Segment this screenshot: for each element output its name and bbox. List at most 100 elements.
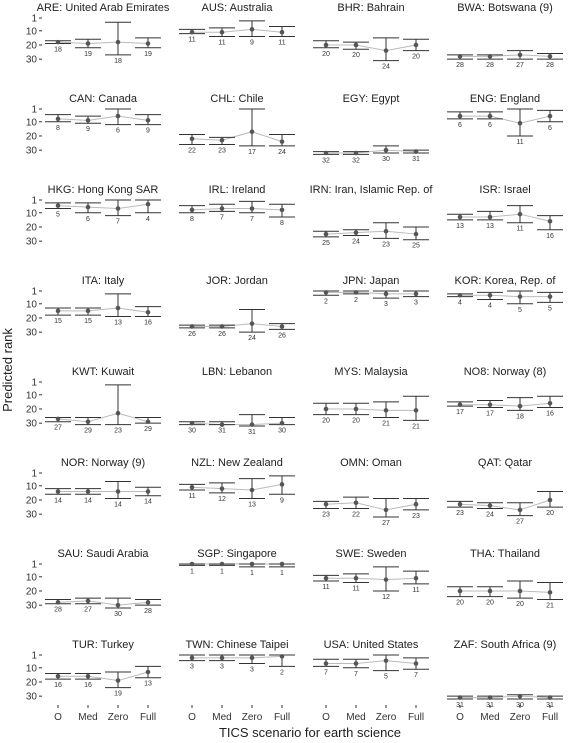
rank-label: 5 (518, 307, 522, 314)
y-tick-label: 20 (26, 404, 38, 415)
rank-label: 7 (354, 671, 358, 678)
rank-label: 27 (54, 425, 62, 432)
rank-label: 27 (516, 62, 524, 69)
rank-label: 15 (54, 318, 62, 325)
rank-point (249, 129, 255, 135)
rank-point (85, 673, 91, 679)
y-tick-label: 1 (31, 560, 37, 571)
rank-point (383, 228, 389, 234)
rank-label: 18 (114, 58, 122, 65)
connector-line (326, 44, 417, 52)
rank-point (189, 655, 195, 661)
panel-title: JPN: Japan (343, 275, 400, 287)
rank-point (279, 654, 285, 659)
connector-line (192, 28, 283, 33)
rank-label: 28 (54, 607, 62, 614)
rank-label: 16 (546, 233, 554, 240)
rank-label: 29 (84, 428, 92, 435)
rank-point (115, 206, 121, 211)
rank-point (383, 291, 389, 297)
connector-line (58, 671, 149, 682)
panel-title: KOR: Korea, Rep. of (455, 275, 557, 287)
rank-point (145, 41, 151, 46)
rank-point (219, 324, 225, 329)
rank-point (547, 54, 553, 59)
y-tick-label: 30 (26, 237, 38, 248)
rank-point (323, 406, 329, 412)
rank-point (55, 416, 61, 422)
x-tick-label: Full (140, 712, 156, 723)
rank-point (219, 29, 225, 35)
rank-point (457, 292, 463, 298)
rank-label: 20 (486, 600, 494, 607)
panel-title: SWE: Sweden (336, 548, 407, 560)
rank-point (547, 497, 553, 503)
connector-line (192, 323, 283, 327)
rank-label: 23 (456, 510, 464, 517)
rank-point (383, 658, 389, 663)
panel-title: NOR: Norway (9) (61, 457, 145, 469)
rank-label: 3 (190, 664, 194, 671)
y-tick-label: 30 (26, 328, 38, 339)
y-tick-label: 20 (26, 40, 38, 51)
rank-point (219, 561, 225, 567)
rank-label: 11 (188, 493, 195, 500)
x-tick-label: Zero (376, 712, 397, 723)
rank-label: 20 (456, 600, 464, 607)
rank-point (457, 402, 463, 408)
panel-title: BHR: Bahrain (337, 2, 404, 14)
y-tick-label: 30 (26, 419, 38, 430)
rank-label: 2 (354, 297, 358, 304)
rank-label: 11 (352, 585, 359, 592)
rank-point (85, 204, 91, 210)
y-tick-label: 20 (26, 222, 38, 233)
y-tick-label: 30 (26, 601, 38, 612)
rank-point (85, 118, 91, 123)
rank-label: 26 (278, 332, 286, 339)
rank-label: 28 (546, 62, 554, 69)
rank-point (457, 54, 463, 59)
rank-point (249, 422, 255, 427)
connector-line (57, 41, 149, 45)
rank-point (517, 403, 523, 409)
rank-point (323, 501, 329, 507)
rank-label: 20 (546, 510, 554, 517)
rank-label: 4 (458, 300, 462, 307)
y-tick-label: 30 (26, 692, 38, 703)
rank-label: 6 (116, 128, 120, 135)
rank-point (55, 308, 61, 314)
panel-title: THA: Thailand (470, 548, 540, 560)
panel-title: EGY: Egypt (343, 93, 400, 105)
rank-label: 30 (382, 156, 390, 163)
rank-label: 11 (516, 139, 523, 146)
rank-label: 3 (220, 664, 224, 671)
rank-point (249, 561, 255, 567)
connector-line (460, 213, 551, 222)
connector-line (57, 412, 149, 423)
rank-label: 22 (352, 511, 360, 518)
rank-point (487, 503, 493, 508)
rank-label: 12 (218, 496, 226, 503)
rank-label: 11 (412, 587, 419, 594)
rank-label: 30 (278, 428, 286, 435)
rank-label: 31 (412, 156, 420, 163)
rank-point (383, 48, 389, 53)
rank-label: 8 (56, 125, 60, 132)
rank-point (517, 294, 523, 299)
rank-point (189, 207, 195, 213)
rank-point (487, 695, 493, 700)
rank-label: 20 (352, 52, 360, 59)
rank-label: 31 (248, 429, 256, 436)
rank-point (219, 486, 225, 491)
y-tick-label: 10 (26, 299, 38, 310)
rank-label: 3 (384, 301, 388, 308)
panel-title: ENG: England (470, 93, 540, 105)
rank-label: 1 (190, 568, 194, 575)
rank-label: 20 (322, 51, 330, 58)
panel-title: TWN: Chinese Taipei (185, 639, 288, 651)
connector-line (326, 408, 416, 411)
connector-line (58, 307, 149, 313)
connector-line (325, 502, 417, 511)
connector-line (191, 422, 283, 426)
rank-label: 6 (488, 122, 492, 129)
